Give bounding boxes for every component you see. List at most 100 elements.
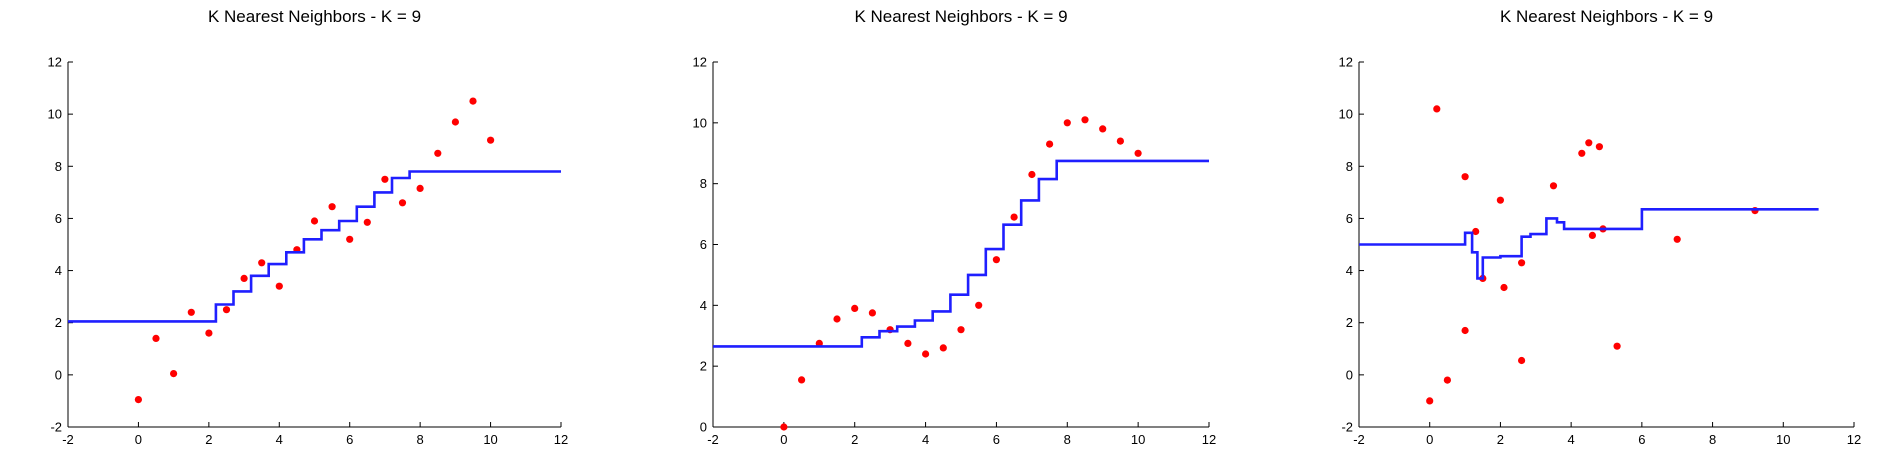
y-tick-label: 10 <box>1339 107 1353 122</box>
y-tick-label: 0 <box>55 367 62 382</box>
data-point <box>1461 173 1469 181</box>
data-point <box>1010 213 1018 221</box>
data-point <box>1585 139 1593 147</box>
data-point <box>1673 235 1681 243</box>
x-tick-label: 8 <box>1709 432 1716 447</box>
x-tick-label: 10 <box>1776 432 1790 447</box>
y-tick-label: 4 <box>700 298 707 313</box>
data-point <box>1063 119 1071 127</box>
y-tick-label: 8 <box>700 176 707 191</box>
x-tick-label: 0 <box>780 432 787 447</box>
data-point <box>152 334 160 342</box>
x-tick-label: -2 <box>707 432 719 447</box>
y-tick-label: 2 <box>700 359 707 374</box>
chart-panel-1: K Nearest Neighbors - K = 9 -2 0 2 4 6 8 10 12 -2… <box>48 7 569 447</box>
data-point <box>1116 137 1124 145</box>
y-tick-label: 12 <box>1339 55 1353 70</box>
x-tick-label: -2 <box>1353 432 1365 447</box>
data-point <box>381 175 389 183</box>
data-point <box>1613 342 1621 350</box>
data-point <box>434 149 442 157</box>
data-point <box>134 396 142 404</box>
data-point <box>975 301 983 309</box>
y-tick-label: 12 <box>693 55 707 70</box>
y-tick-label: 10 <box>48 107 62 122</box>
data-point <box>1500 283 1508 292</box>
x-tick-label: 4 <box>922 432 929 447</box>
chart-panel-2: K Nearest Neighbors - K = 9-2 0 2 4 6 8 10 1202… <box>693 7 1217 447</box>
data-point <box>275 282 283 290</box>
y-tick-label: 10 <box>693 115 707 130</box>
data-point <box>1433 105 1441 113</box>
data-point <box>798 376 806 384</box>
x-tick-label: 2 <box>205 432 212 447</box>
y-tick-label: 4 <box>55 263 62 278</box>
data-point <box>1472 227 1480 236</box>
x-tick-label: 4 <box>276 432 283 447</box>
data-point <box>851 304 859 312</box>
x-tick-label: 12 <box>1202 432 1216 447</box>
knn-prediction-line <box>713 159 1209 348</box>
data-point <box>780 423 788 431</box>
data-point <box>328 203 336 211</box>
x-tick-label: 4 <box>1568 432 1575 447</box>
data-point <box>833 315 841 323</box>
data-point <box>904 339 912 347</box>
data-point <box>1496 196 1504 204</box>
data-point <box>469 97 477 105</box>
data-point <box>868 309 877 317</box>
data-point <box>416 184 424 192</box>
data-point <box>205 329 213 337</box>
data-point <box>1588 231 1596 239</box>
y-tick-label: -2 <box>50 420 62 435</box>
data-point <box>170 370 178 378</box>
y-tick-label: 4 <box>1346 263 1353 278</box>
data-point <box>957 326 965 334</box>
data-point <box>222 306 231 314</box>
y-tick-label: 8 <box>1346 159 1353 174</box>
data-point <box>1549 182 1558 190</box>
x-tick-label: 8 <box>1064 432 1071 447</box>
data-point <box>1443 376 1451 384</box>
y-tick-label: 8 <box>55 159 62 174</box>
y-tick-label: 2 <box>55 315 62 330</box>
chart-title: K Nearest Neighbors - K = 9 <box>208 7 421 26</box>
data-point <box>1595 143 1603 151</box>
data-point <box>1134 149 1142 157</box>
x-tick-label: 12 <box>1847 432 1861 447</box>
y-tick-label: 6 <box>700 237 707 252</box>
y-tick-label: 12 <box>48 55 62 70</box>
data-point <box>1046 140 1054 148</box>
chart-title: K Nearest Neighbors - K = 9 <box>854 7 1067 26</box>
data-point <box>1081 116 1089 124</box>
x-tick-label: 12 <box>554 432 568 447</box>
data-point <box>1578 149 1586 157</box>
data-point <box>992 256 1001 264</box>
data-point <box>451 118 459 126</box>
data-point <box>1518 259 1526 267</box>
chart-title: K Nearest Neighbors - K = 9 <box>1500 7 1713 26</box>
data-point <box>1426 397 1434 405</box>
data-point <box>922 350 930 358</box>
x-tick-label: 6 <box>1638 432 1645 447</box>
x-tick-label: -2 <box>62 432 74 447</box>
y-tick-label: 6 <box>1346 211 1353 226</box>
data-point <box>1518 356 1526 365</box>
data-point <box>939 344 947 352</box>
y-tick-label: -2 <box>1341 420 1353 435</box>
knn-prediction-line <box>68 170 561 323</box>
x-tick-label: 6 <box>346 432 353 447</box>
data-point <box>346 235 354 243</box>
x-tick-label: 10 <box>483 432 497 447</box>
knn-prediction-line <box>1359 208 1819 280</box>
x-tick-label: 0 <box>135 432 142 447</box>
data-point <box>398 199 407 207</box>
data-point <box>487 136 495 144</box>
x-tick-label: 10 <box>1131 432 1145 447</box>
data-point <box>258 259 266 267</box>
x-tick-label: 2 <box>1497 432 1504 447</box>
data-point <box>1099 125 1107 133</box>
x-tick-label: 0 <box>1426 432 1433 447</box>
y-tick-label: 0 <box>700 420 707 435</box>
